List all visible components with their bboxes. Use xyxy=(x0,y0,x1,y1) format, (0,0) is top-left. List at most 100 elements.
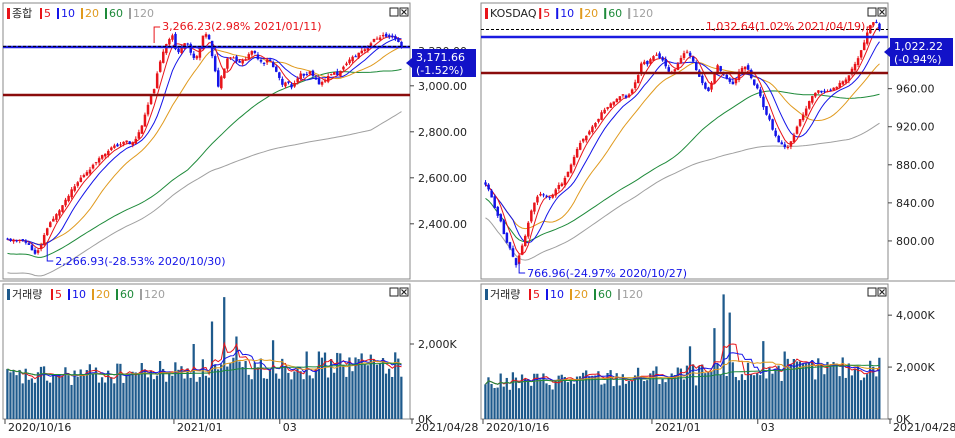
right-volume-bar xyxy=(545,383,548,419)
left-ytick-label: 2,400.00 xyxy=(418,218,467,231)
left-candle-body xyxy=(372,38,376,42)
right-volume-bar xyxy=(563,376,566,419)
right-volume-bar xyxy=(646,380,649,419)
left-volume-bar xyxy=(336,352,339,419)
right-chart-svg[interactable]: KOSDAQ 5 10 20 60 120 960.00 920.00 880.00 840.00… xyxy=(478,0,955,434)
left-candle-body xyxy=(36,250,40,253)
left-volume-bar xyxy=(253,362,256,419)
left-ma60-line xyxy=(7,68,402,258)
left-volume-bar xyxy=(64,367,67,419)
right-candle-body xyxy=(756,84,759,89)
right-volume-maximize-button[interactable] xyxy=(867,287,877,297)
right-candle-body xyxy=(768,115,771,120)
left-price-maximize-button[interactable] xyxy=(389,7,399,17)
right-candle-body xyxy=(841,81,845,85)
left-volume-bar xyxy=(143,369,146,419)
right-candle-body xyxy=(600,112,603,120)
left-candle-body xyxy=(299,73,302,80)
right-volume-bar xyxy=(505,377,508,419)
left-volume-close-button[interactable] xyxy=(399,287,409,297)
right-candle-body xyxy=(624,95,628,98)
right-volume-bar xyxy=(652,370,655,419)
left-candle-body xyxy=(204,34,208,37)
right-candle-body xyxy=(572,156,576,165)
right-volume-bar xyxy=(838,376,841,419)
left-candle-body xyxy=(39,244,43,249)
right-ytick-label: 800.00 xyxy=(896,235,935,248)
right-volume-bar xyxy=(636,367,640,419)
left-candle-body xyxy=(152,89,156,94)
left-candle-body xyxy=(88,169,92,174)
right-price-maximize-button[interactable] xyxy=(867,7,877,17)
right-candle-body xyxy=(493,196,496,209)
right-volume-bar xyxy=(502,386,505,419)
left-volume-bar xyxy=(15,375,18,419)
right-volume-bar xyxy=(640,376,643,419)
left-volume-maximize-button[interactable] xyxy=(389,287,399,297)
left-volume-legend: 거래량 5 10 20 60 120 xyxy=(7,288,165,301)
left-volume-bar xyxy=(91,373,95,419)
left-volume-bar xyxy=(308,375,311,419)
right-vol-legend-ma120: 120 xyxy=(622,288,643,301)
right-candle-body xyxy=(545,195,548,197)
left-candle-body xyxy=(207,35,211,40)
right-volume-close-button[interactable] xyxy=(877,287,887,297)
right-volume-bar xyxy=(817,358,820,419)
left-chart-panel: 종합 5 10 20 60 120 3,000.00 2,800.00 2,600.00 2,40… xyxy=(0,0,478,434)
left-volume-bar xyxy=(262,378,266,419)
left-volume-bar xyxy=(394,352,397,419)
left-candle-body xyxy=(195,56,199,59)
left-candle-body xyxy=(82,175,86,178)
left-volume-bar xyxy=(216,369,220,419)
left-volume-bar xyxy=(397,358,400,419)
left-volume-marker-icon xyxy=(7,289,10,300)
left-candle-body xyxy=(388,35,391,37)
left-vol-ytick-label: 2,000K xyxy=(418,338,457,351)
left-chart-svg[interactable]: 종합 5 10 20 60 120 3,000.00 2,800.00 2,600.00 2,40… xyxy=(0,0,478,434)
right-candle-body xyxy=(872,22,875,26)
right-candle-body xyxy=(560,183,564,186)
right-candle-body xyxy=(523,235,527,247)
left-candle-body xyxy=(397,38,400,42)
left-candle-body xyxy=(394,36,397,39)
left-volume-bar xyxy=(363,364,366,419)
left-candle-body xyxy=(171,35,174,40)
left-price-close-x-icon xyxy=(401,9,407,15)
left-price-close-button[interactable] xyxy=(399,7,409,17)
left-vol-legend-ma120: 120 xyxy=(144,288,165,301)
right-candle-body xyxy=(536,196,539,203)
right-candle-body xyxy=(786,147,790,149)
right-candle-body xyxy=(618,96,622,100)
left-volume-bar xyxy=(140,363,143,419)
left-candle-body xyxy=(137,132,141,139)
left-volume-bar xyxy=(110,377,113,419)
left-volume-bar xyxy=(36,372,40,419)
right-volume-bar xyxy=(869,360,872,419)
right-candle-body xyxy=(823,90,826,92)
right-volume-bar xyxy=(710,371,713,419)
right-candle-body xyxy=(814,92,817,97)
left-volume-bar xyxy=(296,367,299,419)
left-candle-body xyxy=(357,52,360,58)
left-volume-bar xyxy=(152,379,156,419)
left-candle-body xyxy=(55,214,58,220)
right-volume-bar xyxy=(804,363,808,419)
right-vol-ytick-label: 0K xyxy=(896,413,911,426)
left-candle-body xyxy=(378,37,382,40)
left-volume-bar xyxy=(375,364,379,419)
right-volume-bar xyxy=(615,373,618,419)
right-legend-swatch xyxy=(539,8,542,19)
right-price-close-button[interactable] xyxy=(877,7,887,17)
left-legend-ma10: 10 xyxy=(61,7,75,20)
right-volume-bar xyxy=(853,369,857,419)
left-volume-bar xyxy=(369,354,372,419)
right-volume-bar xyxy=(814,379,817,419)
right-price-close-x-icon xyxy=(879,9,885,15)
left-volume-bar xyxy=(287,372,290,419)
right-candle-body xyxy=(511,248,515,257)
right-volume-bar xyxy=(618,385,621,419)
right-candle-body xyxy=(694,62,698,71)
left-volume-bar xyxy=(49,382,52,419)
right-volume-bar xyxy=(554,380,557,419)
